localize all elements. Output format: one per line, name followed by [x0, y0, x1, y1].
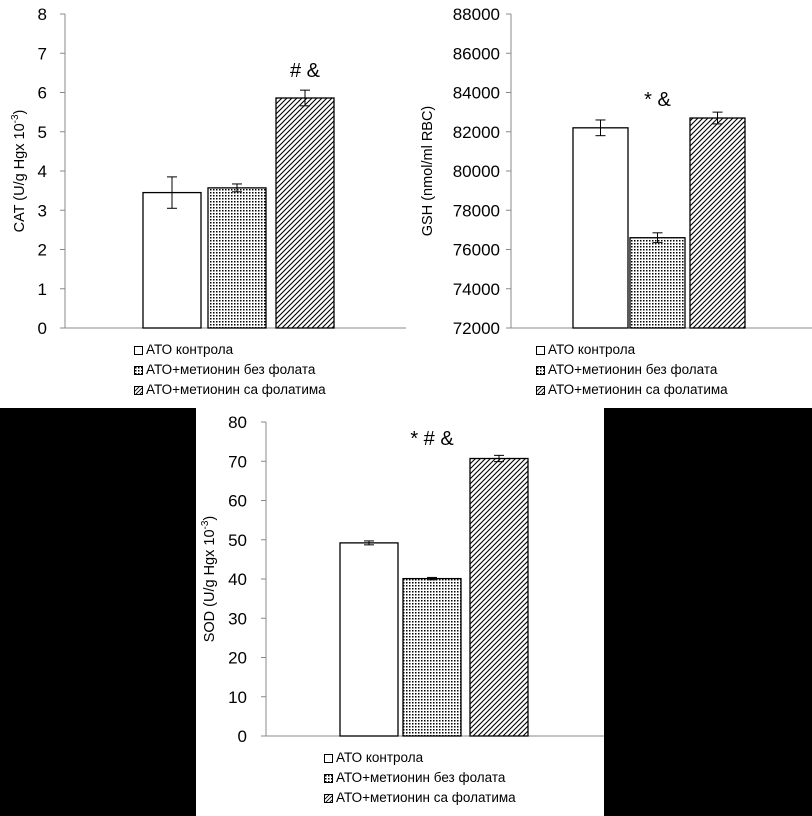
y-tick-label: 82000 [453, 123, 500, 142]
legend-item-no-folate: АТО+метионин без фолата [134, 360, 326, 380]
sod-legend: АТО контрола АТО+метионин без фолата АТО… [324, 748, 516, 808]
bar-white [572, 127, 629, 329]
y-axis-label: SOD (U/g Hgx 10-3) [200, 516, 218, 643]
y-tick-label: 5 [38, 123, 47, 142]
bar-hatch [469, 457, 529, 737]
y-tick-label: 80 [228, 413, 247, 432]
y-tick-label: 60 [228, 492, 247, 511]
significance-annotation: * # & [410, 428, 454, 450]
legend-item-no-folate: АТО+метионин без фолата [536, 360, 728, 380]
legend-label: АТО+метионин са фолатима [548, 382, 728, 397]
y-tick-label: 86000 [453, 44, 500, 63]
legend-label: АТО+метионин без фолата [548, 362, 718, 377]
y-tick-label: 50 [228, 531, 247, 550]
bar-dots [402, 577, 462, 737]
y-tick-label: 74000 [453, 280, 500, 299]
bar-white [142, 191, 202, 329]
y-tick-label: 84000 [453, 84, 500, 103]
y-tick-label: 10 [228, 688, 247, 707]
y-tick-label: 2 [38, 241, 47, 260]
legend-item-control: АТО контрола [536, 340, 728, 360]
legend-label: АТО+метионин без фолата [336, 770, 506, 785]
legend-label: АТО контрола [336, 750, 424, 765]
bar-white [339, 542, 399, 737]
legend-label: АТО+метионин са фолатима [146, 382, 326, 397]
gsh-legend: АТО контрола АТО+метионин без фолата АТО… [536, 340, 728, 400]
y-tick-label: 8 [38, 5, 47, 24]
y-tick-label: 4 [38, 162, 47, 181]
y-tick-label: 80000 [453, 162, 500, 181]
cat-chart: 0 1 2 3 4 5 6 7 8 CAT (U/g Hgx 10-3) # & [10, 5, 406, 338]
y-axis-label: GSH (nmol/ml RBC) [420, 106, 436, 237]
legend-swatch-dots [324, 773, 333, 783]
gsh-chart-panel: 72000 74000 76000 78000 80000 82000 84000 86000… [406, 0, 812, 408]
legend-swatch-hatch [536, 385, 545, 395]
legend-swatch-white [536, 345, 545, 355]
legend-label: АТО+метионин без фолата [146, 362, 316, 377]
significance-annotation: * & [644, 89, 671, 111]
legend-label: АТО+метионин са фолатима [336, 790, 516, 805]
legend-item-control: АТО контрола [324, 748, 516, 768]
y-tick-label: 1 [38, 280, 47, 299]
bar-dots [207, 187, 267, 329]
y-tick-label: 3 [38, 201, 47, 220]
legend-item-control: АТО контрола [134, 340, 326, 360]
y-tick-label: 70 [228, 452, 247, 471]
y-tick-label: 0 [38, 319, 47, 338]
y-tick-label: 76000 [453, 241, 500, 260]
legend-item-with-folate: АТО+метионин са фолатима [536, 380, 728, 400]
legend-swatch-hatch [134, 385, 143, 395]
legend-item-with-folate: АТО+метионин са фолатима [134, 380, 326, 400]
y-tick-label: 6 [38, 84, 47, 103]
y-tick-label: 20 [228, 649, 247, 668]
legend-item-no-folate: АТО+метионин без фолата [324, 768, 516, 788]
legend-swatch-dots [134, 365, 143, 375]
legend-label: АТО контрола [548, 342, 636, 357]
bar-hatch [689, 117, 746, 329]
y-tick-label: 7 [38, 44, 47, 63]
bar-dots [629, 237, 686, 329]
sod-chart: 0 10 20 30 40 50 60 70 80 SOD (U/g Hgx 10-3) * # & [200, 413, 604, 746]
y-tick-label: 72000 [453, 319, 500, 338]
sod-chart-panel: 0 10 20 30 40 50 60 70 80 SOD (U/g Hgx 10-3) * # &… [196, 408, 604, 816]
significance-annotation: # & [290, 60, 321, 82]
bar-hatch [275, 97, 335, 329]
gsh-chart: 72000 74000 76000 78000 80000 82000 84000 86000… [420, 5, 812, 338]
legend-item-with-folate: АТО+метионин са фолатима [324, 788, 516, 808]
cat-legend: АТО контрола АТО+метионин без фолата АТО… [134, 340, 326, 400]
y-tick-label: 78000 [453, 201, 500, 220]
y-axis-label: CAT (U/g Hgx 10-3) [10, 110, 28, 233]
legend-swatch-hatch [324, 793, 333, 803]
y-tick-label: 40 [228, 570, 247, 589]
legend-swatch-dots [536, 365, 545, 375]
legend-label: АТО контрола [146, 342, 234, 357]
y-tick-label: 30 [228, 609, 247, 628]
legend-swatch-white [134, 345, 143, 355]
y-tick-label: 0 [238, 727, 247, 746]
cat-chart-panel: 0 1 2 3 4 5 6 7 8 CAT (U/g Hgx 10-3) # & АТО контр… [0, 0, 406, 408]
y-tick-label: 88000 [453, 5, 500, 24]
legend-swatch-white [324, 753, 333, 763]
